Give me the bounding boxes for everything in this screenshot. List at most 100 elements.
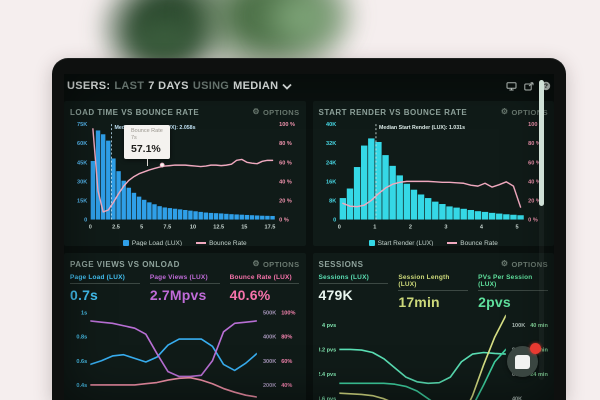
panel-grid: LOAD TIME VS BOUNCE RATE ⚙ OPTIONS 75K 60… (64, 101, 554, 400)
panel-title: PAGE VIEWS VS ONLOAD (70, 259, 180, 269)
svg-text:2.4 pvs: 2.4 pvs (319, 372, 336, 378)
svg-text:100K: 100K (511, 323, 524, 329)
svg-text:1s: 1s (81, 311, 87, 317)
gear-icon: ⚙ (500, 259, 509, 268)
svg-text:1.6 pvs: 1.6 pvs (319, 397, 336, 400)
title-users: USERS: (67, 80, 111, 92)
title-days: 7 DAYS (148, 80, 189, 92)
options-button[interactable]: ⚙ OPTIONS (252, 107, 300, 117)
svg-text:2: 2 (408, 225, 411, 231)
svg-text:0.8s: 0.8s (76, 335, 87, 341)
svg-text:40K: 40K (326, 122, 336, 128)
svg-text:10: 10 (190, 225, 196, 231)
options-button[interactable]: ⚙ OPTIONS (500, 259, 548, 269)
title-using: USING (192, 80, 230, 92)
svg-text:100 %: 100 % (528, 122, 544, 128)
gear-icon: ⚙ (500, 107, 509, 116)
panel-title: SESSIONS (318, 259, 364, 269)
panel-title: START RENDER VS BOUNCE RATE (318, 107, 468, 117)
svg-text:60K: 60K (77, 141, 87, 147)
title-median: MEDIAN (233, 80, 279, 92)
svg-text:30K: 30K (77, 179, 87, 185)
svg-text:Median Start Render (LUX): 1.0: Median Start Render (LUX): 1.031s (379, 125, 465, 131)
svg-text:60%: 60% (281, 359, 292, 365)
svg-text:4: 4 (479, 225, 483, 231)
metric-session-length: Session Length (LUX) 17min (398, 274, 469, 310)
svg-text:45K: 45K (77, 160, 87, 166)
svg-text:20 %: 20 % (528, 198, 541, 204)
gear-icon: ⚙ (252, 107, 260, 116)
svg-text:15: 15 (241, 225, 247, 231)
svg-text:0.4s: 0.4s (76, 383, 87, 389)
svg-text:100%: 100% (281, 311, 295, 317)
svg-text:?: ? (544, 83, 548, 90)
scrollbar-thumb[interactable] (539, 80, 544, 206)
svg-text:0 %: 0 % (528, 218, 538, 224)
svg-text:20 %: 20 % (279, 198, 292, 204)
svg-text:80 %: 80 % (279, 141, 292, 147)
svg-text:100 %: 100 % (279, 122, 295, 128)
chat-widget-button[interactable] (507, 343, 541, 377)
dashboard: USERS: LAST 7 DAYS USING MEDIAN (64, 74, 554, 400)
svg-text:24 min: 24 min (530, 372, 548, 378)
title-last: LAST (114, 80, 145, 92)
tooltip-value: 57.1% (131, 143, 161, 155)
chart-tooltip: Bounce Rate 7s 57.1% (124, 125, 170, 166)
metric-page-views: Page Views (LUX) 2.7Mpvs (149, 274, 220, 303)
time-range-selector[interactable]: USERS: LAST 7 DAYS USING MEDIAN (67, 80, 293, 92)
svg-text:15K: 15K (77, 198, 87, 204)
metric-page-load: Page Load (LUX) 0.7s (70, 274, 140, 303)
svg-text:40 min: 40 min (530, 323, 548, 329)
svg-text:24K: 24K (326, 160, 336, 166)
dashboard-header: USERS: LAST 7 DAYS USING MEDIAN (64, 74, 554, 98)
chart-legend: Start Render (LUX) Bounce Rate (319, 240, 549, 246)
svg-text:16K: 16K (326, 179, 336, 185)
panel-page-views: PAGE VIEWS VS ONLOAD ⚙ OPTIONS Page Load… (64, 253, 306, 400)
panel-sessions: SESSIONS ⚙ OPTIONS Sessions (LUX) 479K S… (312, 253, 554, 400)
panel-title: LOAD TIME VS BOUNCE RATE (70, 107, 200, 117)
svg-text:60 %: 60 % (279, 160, 292, 166)
monitor-icon[interactable] (506, 81, 517, 91)
panel-start-render: START RENDER VS BOUNCE RATE ⚙ OPTIONS 40… (312, 101, 554, 246)
svg-text:17.5: 17.5 (265, 225, 276, 231)
metric-bounce-rate: Bounce Rate (LUX) 40.6% (229, 274, 300, 303)
notification-badge (530, 343, 541, 354)
svg-text:80 %: 80 % (528, 141, 541, 147)
svg-text:40%: 40% (281, 383, 292, 389)
svg-text:0: 0 (337, 225, 340, 231)
svg-text:300K: 300K (263, 359, 276, 365)
svg-text:0 %: 0 % (279, 218, 289, 224)
svg-text:40 %: 40 % (279, 179, 292, 185)
share-icon[interactable] (524, 81, 534, 91)
svg-text:400K: 400K (263, 335, 276, 341)
svg-text:3: 3 (444, 225, 447, 231)
metric-sessions: Sessions (LUX) 479K (318, 274, 389, 310)
load-time-chart: 75K 60K 45K 30K 15K 0 100 % 80 % 60 % 40 % 20 % 0 %… (77, 122, 295, 231)
svg-text:12.5: 12.5 (213, 225, 224, 231)
svg-text:40K: 40K (511, 397, 521, 400)
svg-text:5: 5 (515, 225, 518, 231)
metrics-row: Page Load (LUX) 0.7s Page Views (LUX) 2.… (70, 274, 300, 303)
metrics-row: Sessions (LUX) 479K Session Length (LUX)… (318, 274, 549, 310)
svg-text:3.2 pvs: 3.2 pvs (319, 347, 336, 353)
gear-icon: ⚙ (252, 259, 260, 268)
svg-text:0: 0 (84, 218, 87, 224)
svg-text:500K: 500K (263, 311, 276, 317)
panel-load-time: LOAD TIME VS BOUNCE RATE ⚙ OPTIONS 75K 60… (64, 101, 306, 246)
svg-text:0: 0 (333, 218, 336, 224)
laptop: USERS: LAST 7 DAYS USING MEDIAN (52, 58, 566, 400)
scrollbar[interactable] (539, 80, 544, 380)
start-render-chart: 40K 32K 24K 16K 8K 0 100 % 80 % 60 % 40 % 20 % 0 % 0… (326, 122, 544, 231)
svg-text:4 pvs: 4 pvs (322, 323, 336, 329)
page-views-chart: 1s 0.8s 0.6s 0.4s 500K 100% 400K 80% 300K 60% 200K… (76, 311, 296, 398)
svg-text:7.5: 7.5 (163, 225, 171, 231)
svg-text:2.5: 2.5 (112, 225, 120, 231)
svg-text:8K: 8K (329, 198, 336, 204)
chevron-down-icon (282, 83, 293, 90)
options-button[interactable]: ⚙ OPTIONS (500, 107, 548, 117)
svg-text:5: 5 (140, 225, 143, 231)
svg-text:1: 1 (373, 225, 376, 231)
chat-bubble-icon (515, 354, 530, 369)
options-button[interactable]: ⚙ OPTIONS (252, 259, 300, 269)
svg-text:40 %: 40 % (528, 179, 541, 185)
